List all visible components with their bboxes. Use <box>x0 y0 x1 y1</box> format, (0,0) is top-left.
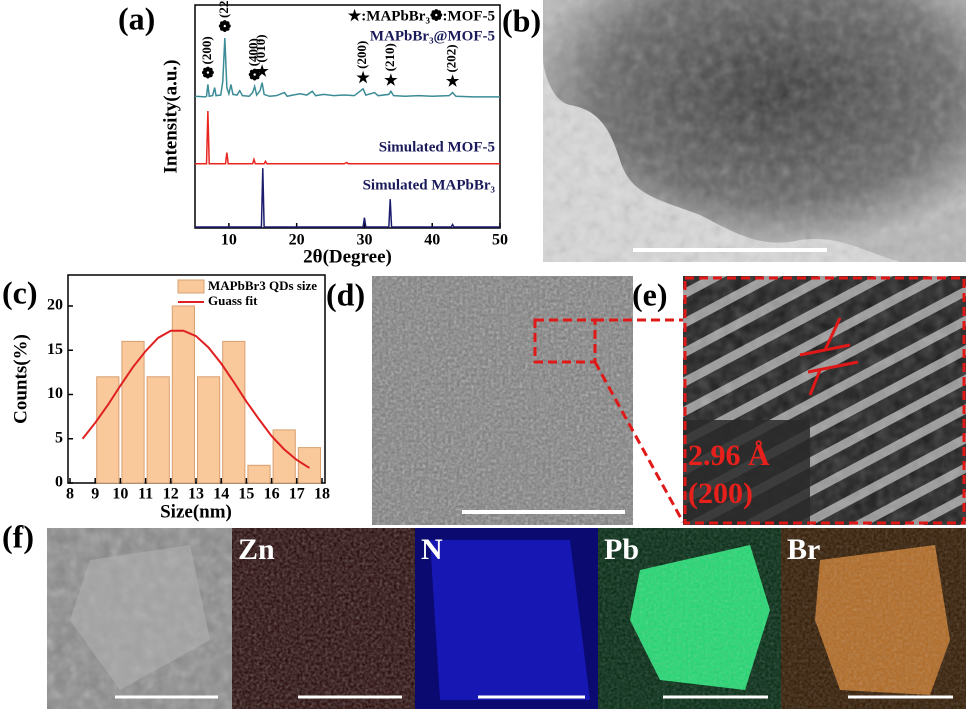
panel-label: (e) <box>632 276 668 312</box>
xrd-trace <box>194 37 500 98</box>
lattice-image-e: 2.96 Å (200) <box>683 276 966 525</box>
x-axis-label: 2θ(Degree) <box>303 246 392 267</box>
histogram-bar <box>171 305 196 484</box>
peak-marker: ★ <box>356 70 370 86</box>
element-label: Pb <box>604 533 639 566</box>
y-tick-label: 10 <box>47 385 63 402</box>
peak-marker: ❁ <box>219 19 232 35</box>
x-tick-label: 11 <box>138 486 153 503</box>
y-tick-label: 20 <box>47 297 63 314</box>
peak-label: (200) <box>354 41 369 69</box>
peak-label: (220) <box>216 0 231 18</box>
x-tick-label: 10 <box>221 232 237 249</box>
x-tick-label: 10 <box>112 486 128 503</box>
xrd-trace <box>195 168 500 228</box>
x-tick-label: 30 <box>356 232 372 249</box>
histogram-bar <box>222 340 246 484</box>
x-tick-label: 40 <box>424 232 440 249</box>
peak-label: (210) <box>382 43 397 71</box>
panel-label: (a) <box>118 0 155 36</box>
x-tick-label: 14 <box>213 486 229 503</box>
tem-image-b <box>543 0 966 262</box>
histogram-bar <box>146 376 170 484</box>
peak-label: (400) <box>246 38 261 66</box>
x-tick-label: 9 <box>91 486 99 503</box>
legend-label: Guass fit <box>208 293 258 308</box>
peak-label: (200) <box>199 36 214 64</box>
x-tick-label: 15 <box>238 486 254 503</box>
fit-curve <box>81 329 310 469</box>
d-spacing: 2.96 Å <box>688 439 770 472</box>
peak-marker: ★ <box>446 74 460 90</box>
y-axis-label: Intensity(a.u.) <box>160 59 181 173</box>
x-tick-label: 8 <box>66 486 74 503</box>
hrtem-image-d <box>372 276 685 525</box>
peak-marker: ★ <box>255 64 269 80</box>
y-tick-label: 0 <box>55 474 63 491</box>
legend-label: MAPbBr3 QDs size <box>208 278 317 293</box>
x-tick-label: 17 <box>289 486 305 503</box>
element-label: Zn <box>238 533 275 566</box>
panel-label: (f) <box>2 518 34 554</box>
plane-label: (200) <box>688 477 753 510</box>
peak-label: (202) <box>444 44 459 72</box>
xrd-trace <box>195 111 500 165</box>
x-axis-label: Size(nm) <box>160 501 232 522</box>
histogram-bar <box>247 464 271 484</box>
x-tick-label: 16 <box>264 486 280 503</box>
peak-marker: ❁ <box>248 68 261 84</box>
series-label: Simulated MAPbBr₃ <box>363 177 496 193</box>
x-tick-label: 13 <box>188 486 204 503</box>
x-tick-label: 18 <box>314 486 330 503</box>
y-axis-label: Counts(%) <box>10 334 31 424</box>
x-tick-label: 50 <box>492 232 508 249</box>
legend-swatch <box>177 279 205 294</box>
histogram-bar <box>121 340 145 484</box>
histogram-bar <box>96 376 120 484</box>
x-tick-label: 20 <box>289 232 305 249</box>
histogram-bar <box>197 376 221 484</box>
series-label: Simulated MOF-5 <box>379 139 495 155</box>
x-tick-label: 12 <box>163 486 179 503</box>
series-label: MAPbBr₃@MOF-5 <box>370 28 495 44</box>
element-label: N <box>421 533 443 566</box>
histogram-bar <box>297 447 321 484</box>
peak-marker: ❁ <box>202 66 215 82</box>
plot-frame <box>194 4 501 229</box>
mapping-f: Zn N Pb Br <box>47 528 966 709</box>
panel-label: (c) <box>2 274 38 310</box>
y-tick-label: 15 <box>47 341 63 358</box>
peak-label: (010) <box>253 34 268 62</box>
legend-note: ★:MAPbBr₃❁:MOF-5 <box>348 8 495 24</box>
panel-label: (d) <box>326 276 365 312</box>
element-label: Br <box>787 533 820 566</box>
peak-marker: ★ <box>384 73 398 89</box>
panel-label: (b) <box>502 2 541 38</box>
y-tick-label: 5 <box>55 429 63 446</box>
